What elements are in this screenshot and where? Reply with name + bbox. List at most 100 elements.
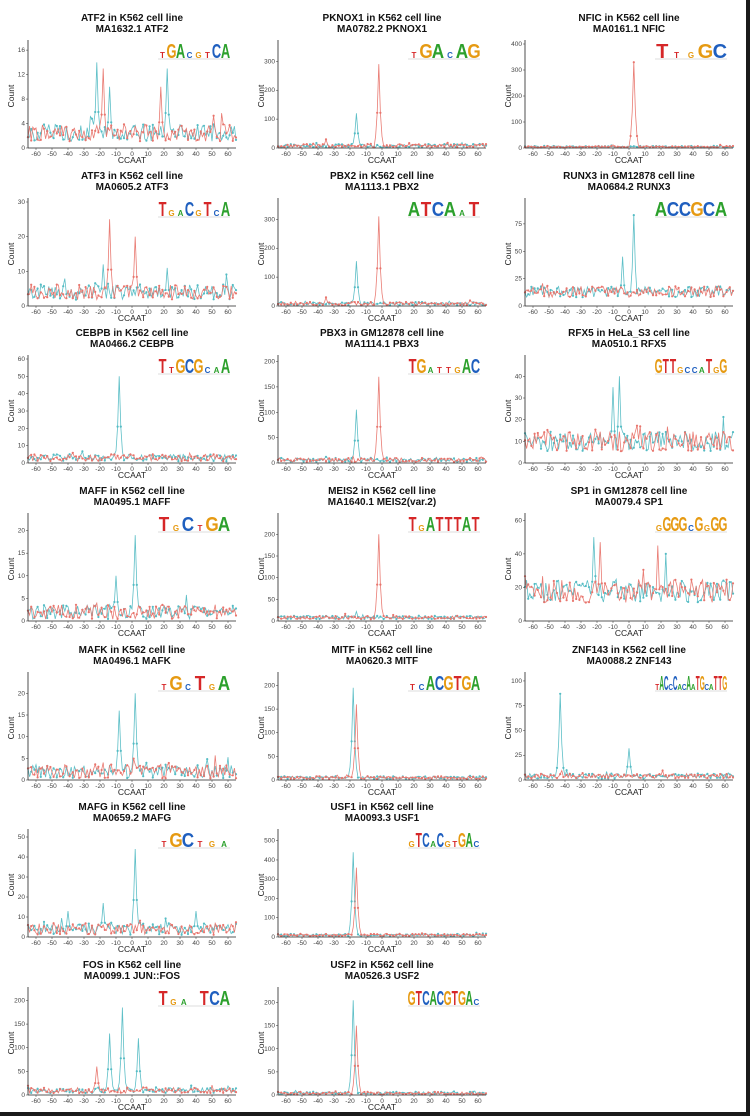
data-point	[619, 775, 623, 778]
data-point	[180, 925, 183, 928]
data-point	[696, 595, 699, 598]
data-point	[340, 776, 344, 780]
data-point	[639, 425, 642, 428]
data-point	[71, 929, 74, 932]
logo-letter: G	[458, 831, 466, 852]
chart-subtitle: MA0605.2 ATF3	[96, 182, 169, 193]
data-point	[404, 144, 408, 148]
y-tick-label: 10	[18, 573, 26, 580]
data-point	[289, 301, 292, 304]
data-point	[462, 615, 465, 618]
data-point	[78, 770, 81, 773]
x-tick-label: 60	[474, 151, 482, 158]
data-point	[36, 605, 39, 608]
data-point	[452, 144, 456, 147]
data-point	[321, 143, 324, 146]
data-point	[324, 296, 328, 299]
logo-letter: A	[430, 840, 436, 849]
data-point	[225, 273, 228, 276]
data-point	[430, 145, 433, 149]
data-point	[395, 460, 398, 463]
data-point	[533, 594, 536, 597]
data-point	[607, 145, 610, 149]
logo-letter: G	[700, 674, 705, 696]
data-point	[228, 612, 231, 615]
data-point	[658, 289, 661, 292]
data-point	[196, 606, 199, 609]
logo-letter: A	[408, 198, 420, 221]
data-point	[145, 609, 148, 612]
x-axis-label: CCAAT	[615, 155, 643, 163]
data-point	[401, 615, 404, 618]
data-point	[382, 614, 385, 618]
data-point	[613, 584, 616, 587]
data-point	[610, 290, 613, 294]
logo-letter: T	[445, 513, 453, 536]
data-point	[616, 290, 619, 293]
data-point	[465, 460, 468, 463]
data-point	[138, 1089, 142, 1092]
data-point	[658, 588, 661, 591]
data-point	[312, 1091, 315, 1095]
x-tick-label: 10	[144, 466, 152, 473]
data-point	[225, 456, 228, 459]
x-tick-label: 0	[130, 783, 134, 790]
data-point	[610, 145, 613, 148]
data-point	[318, 933, 321, 937]
data-point	[613, 581, 616, 584]
data-point	[404, 300, 408, 304]
data-point	[533, 432, 536, 435]
x-tick-label: 10	[641, 783, 649, 790]
y-axis-label: Count	[505, 84, 513, 107]
data-point	[411, 932, 414, 936]
data-point	[366, 303, 369, 306]
data-point	[449, 143, 452, 146]
logo-letter: T	[452, 989, 458, 1010]
logo-letter: A	[444, 198, 456, 221]
x-tick-label: -30	[79, 624, 89, 631]
data-point	[546, 284, 549, 287]
data-point	[664, 552, 667, 555]
data-point	[468, 776, 472, 779]
data-point	[337, 303, 340, 306]
data-point	[696, 601, 699, 604]
chart-subtitle: MA0161.1 NFIC	[593, 24, 665, 35]
data-point	[430, 617, 433, 620]
x-tick-label: -10	[361, 309, 371, 316]
data-point	[340, 143, 344, 146]
data-point	[180, 774, 183, 777]
data-point	[122, 285, 126, 288]
data-point	[116, 425, 119, 428]
data-point	[642, 596, 645, 599]
data-point	[170, 1089, 174, 1092]
x-tick-label: 20	[410, 940, 418, 947]
data-point	[132, 454, 135, 457]
logo-letter: A	[218, 672, 230, 695]
data-point	[452, 617, 456, 620]
data-point	[623, 597, 626, 600]
y-tick-label: 10	[18, 914, 26, 921]
data-point	[68, 928, 71, 931]
data-point	[49, 928, 52, 931]
data-point	[183, 931, 186, 934]
data-point	[129, 453, 132, 456]
logo-letter: G	[454, 366, 460, 375]
data-point	[33, 457, 36, 461]
data-point	[234, 777, 238, 780]
data-point	[132, 275, 135, 278]
data-point	[683, 288, 687, 292]
logo-letter: A	[429, 989, 437, 1010]
x-tick-label: -40	[560, 151, 570, 158]
data-point	[321, 303, 324, 306]
series-line-red	[524, 425, 734, 452]
logo-letter: T	[195, 672, 206, 695]
y-tick-label: 30	[18, 408, 26, 415]
data-point	[465, 303, 468, 307]
data-point	[94, 129, 97, 132]
chart-title: MAFF in K562 cell line	[79, 486, 185, 497]
data-point	[549, 434, 552, 437]
y-tick-label: 150	[264, 384, 275, 391]
